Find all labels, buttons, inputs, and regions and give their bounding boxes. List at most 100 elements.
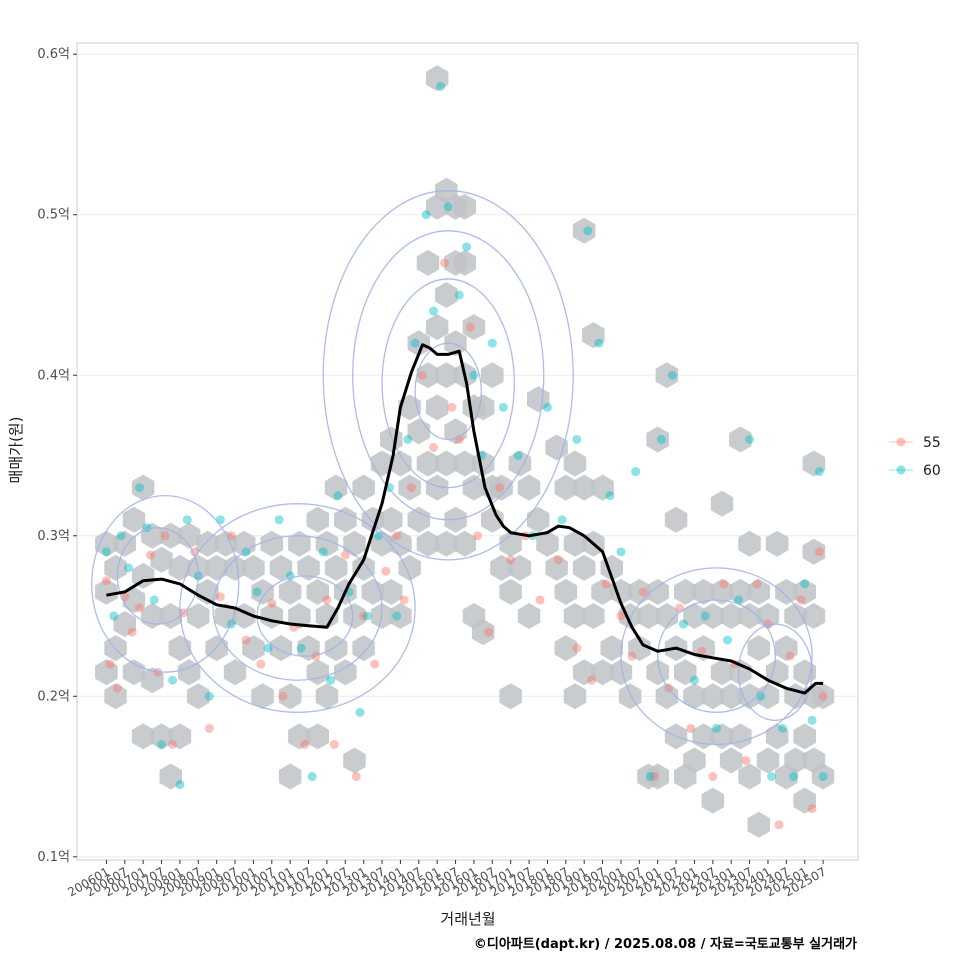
hexbin-cell bbox=[563, 530, 587, 557]
hexbin-cell bbox=[793, 723, 816, 750]
scatter-point-60 bbox=[594, 338, 604, 348]
hexbin-cell bbox=[334, 659, 357, 686]
hexbin-cell bbox=[490, 554, 513, 581]
y-tick-label: 0.3억 bbox=[37, 529, 70, 544]
scatter-point-60 bbox=[656, 434, 666, 444]
scatter-point-55 bbox=[675, 603, 685, 613]
hexbin-cell bbox=[104, 554, 127, 581]
x-axis-title: 거래년월 bbox=[440, 910, 495, 928]
hexbin-cell bbox=[453, 450, 476, 477]
scatter-point-55 bbox=[392, 531, 402, 541]
scatter-point-60 bbox=[818, 772, 828, 782]
hexbin-cell bbox=[177, 659, 201, 686]
scatter-point-60 bbox=[362, 611, 372, 621]
scatter-point-60 bbox=[333, 491, 343, 501]
hexbin-cell bbox=[775, 635, 798, 662]
scatter-point-55 bbox=[300, 739, 310, 749]
hexbin-cell bbox=[407, 330, 431, 357]
scatter-point-55 bbox=[572, 643, 582, 653]
hexbin-cell bbox=[343, 603, 366, 629]
hexbin-cell bbox=[600, 635, 623, 662]
scatter-point-60 bbox=[767, 772, 777, 782]
hexbin-cell bbox=[251, 683, 274, 710]
scatter-point-60 bbox=[487, 338, 497, 348]
hexbin-cell bbox=[242, 554, 265, 581]
hexbin-cell bbox=[352, 554, 375, 581]
hexbin-cell bbox=[297, 554, 320, 581]
scatter-point-55 bbox=[101, 576, 111, 586]
hexbin-cell bbox=[655, 362, 679, 389]
scatter-point-60 bbox=[667, 370, 677, 380]
scatter-point-60 bbox=[605, 491, 615, 501]
hexbin-cell bbox=[701, 683, 725, 710]
hexbin-cell bbox=[490, 474, 513, 501]
hexbin-cell bbox=[122, 659, 146, 686]
scatter-point-55 bbox=[278, 691, 288, 701]
hexbin-cell bbox=[177, 522, 201, 549]
hexbin-cell bbox=[572, 659, 596, 686]
hexbin-cell bbox=[453, 193, 476, 220]
hexbin-cell bbox=[582, 603, 605, 629]
hexbin-cell bbox=[692, 578, 715, 605]
hexbin-cell bbox=[315, 603, 339, 629]
hexbin-cell bbox=[609, 659, 633, 686]
y-tick-label: 0.5억 bbox=[37, 208, 70, 223]
hexbin-cell bbox=[315, 683, 339, 710]
hexbin-cell bbox=[563, 683, 587, 710]
hexbin-cell bbox=[664, 506, 688, 533]
hexbin-cell bbox=[591, 659, 614, 686]
hexbin-cell bbox=[563, 603, 587, 629]
hexbin-cell bbox=[545, 434, 568, 461]
hexbin-cell bbox=[738, 530, 761, 557]
scatter-point-60 bbox=[572, 434, 582, 444]
scatter-point-55 bbox=[587, 675, 597, 685]
scatter-point-60 bbox=[436, 81, 446, 91]
hexbin-cell bbox=[756, 603, 780, 629]
hexbin-cell bbox=[416, 450, 440, 477]
scatter-point-60 bbox=[616, 547, 626, 557]
hexbin-cell bbox=[719, 747, 743, 774]
scatter-point-55 bbox=[796, 595, 806, 605]
legend-label-55: 55 bbox=[923, 435, 941, 451]
legend-label-60: 60 bbox=[923, 463, 941, 479]
scatter-point-60 bbox=[723, 635, 733, 645]
hexbin-cell bbox=[435, 450, 458, 477]
hexbin-cell bbox=[508, 554, 532, 581]
x-axis-ticks: 2006012006072007012007072008012008072009… bbox=[65, 860, 829, 900]
hexbin-cell bbox=[554, 635, 578, 662]
hexbin-cell bbox=[471, 619, 495, 646]
hexbin-cell bbox=[187, 683, 210, 710]
hexbin-cell bbox=[802, 538, 826, 565]
hexbin-cell bbox=[572, 217, 596, 244]
density-contour bbox=[322, 190, 574, 561]
hexbin-cell bbox=[223, 554, 247, 581]
scatter-point-60 bbox=[778, 723, 788, 733]
hexbin-cell bbox=[95, 578, 118, 605]
scatter-point-55 bbox=[406, 483, 416, 493]
scatter-point-55 bbox=[535, 595, 545, 605]
hexbin-cell bbox=[508, 450, 532, 477]
density-contour bbox=[414, 342, 482, 441]
scatter-point-55 bbox=[447, 402, 457, 412]
scatter-point-60 bbox=[700, 611, 710, 621]
y-tick-label: 0.6억 bbox=[37, 47, 70, 62]
hexbin-cell bbox=[729, 659, 752, 686]
hexbin-cell bbox=[435, 362, 458, 389]
hexbin-cell bbox=[784, 603, 807, 629]
scatter-point-55 bbox=[649, 772, 659, 782]
hexbin-cell bbox=[738, 763, 761, 790]
trend-line bbox=[106, 343, 824, 695]
hexbin-cell bbox=[159, 522, 182, 549]
scatter-point-60 bbox=[756, 691, 766, 701]
hexbin-cell bbox=[811, 763, 835, 790]
hexbin-cell bbox=[710, 578, 734, 605]
scatter-point-55 bbox=[215, 592, 225, 602]
hexbin-cell bbox=[637, 603, 660, 629]
hexbin-cell bbox=[527, 506, 550, 533]
scatter-point-60 bbox=[355, 707, 365, 717]
scatter-point-55 bbox=[807, 804, 817, 814]
hexbin-cell bbox=[407, 506, 431, 533]
hexbin-cell bbox=[747, 811, 770, 838]
hexbin-cell bbox=[719, 683, 743, 710]
scatter-point-55 bbox=[311, 651, 321, 661]
